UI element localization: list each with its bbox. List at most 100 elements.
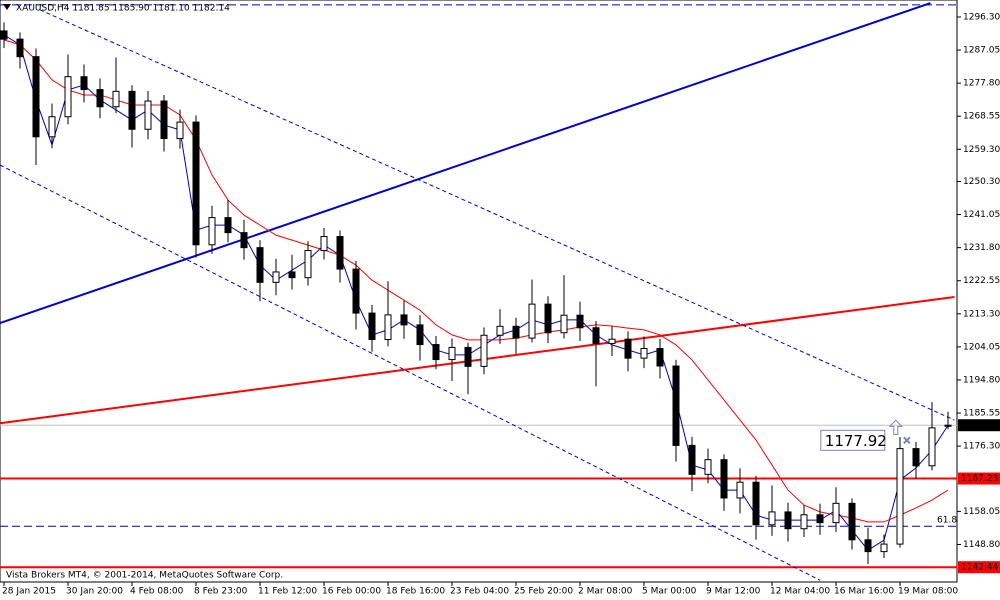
candle-body: [640, 347, 648, 359]
annotation-label: 1177.92: [825, 432, 887, 450]
candle-body: [624, 338, 632, 359]
candle-body: [848, 502, 856, 541]
candle-body: [368, 312, 376, 341]
x-tick-label: 5 Mar 00:00: [642, 587, 697, 597]
x-tick-label: 16 Feb 00:00: [322, 587, 381, 597]
annotation-arrow: [888, 419, 904, 435]
candle-body: [784, 511, 792, 530]
candle-body: [864, 539, 872, 553]
candle-body: [144, 100, 152, 130]
plot-area: 61.8 1177.92: [0, 2, 957, 581]
candle-body: [272, 271, 280, 283]
candle-body: [672, 365, 680, 446]
trendline: [0, 164, 821, 581]
x-tick-label: 23 Feb 04:00: [450, 587, 509, 597]
candle-body: [560, 314, 568, 334]
candle-body: [208, 217, 216, 246]
candle-body: [64, 76, 72, 118]
price-tag: [958, 419, 1000, 432]
x-tick-label: 2 Mar 08:00: [578, 587, 633, 597]
candle-body: [176, 121, 184, 140]
candle-body: [736, 481, 744, 499]
header-icon: [3, 4, 11, 10]
candle-body: [896, 448, 904, 545]
candle-body: [336, 236, 344, 270]
x-tick-label: 11 Feb 12:00: [258, 587, 317, 597]
candle-body: [32, 56, 40, 138]
candle-body: [592, 327, 600, 344]
candle-body: [816, 514, 824, 524]
candle-body: [912, 448, 920, 467]
candle-body: [448, 346, 456, 361]
x-tick-label: 4 Feb 08:00: [130, 587, 184, 597]
candle-body: [512, 325, 520, 339]
x-tick-label: 25 Feb 20:00: [514, 587, 573, 597]
candle-body: [432, 344, 440, 361]
candle-body: [928, 427, 936, 467]
candle-body: [688, 444, 696, 475]
y-tick-label: 1287.05: [963, 46, 1000, 56]
price-tag-label: 1142.44: [961, 563, 998, 573]
trendline: [39, 9, 955, 421]
candle-body: [704, 459, 712, 475]
x-tick-label: 9 Mar 12:00: [706, 587, 761, 597]
candle-body: [96, 89, 104, 108]
y-tick-label: 1176.30: [963, 442, 1000, 452]
candle-body: [16, 38, 24, 58]
candle-body: [400, 314, 408, 326]
candle-body: [288, 271, 296, 279]
level-label: 61.8: [937, 516, 957, 526]
y-tick-label: 1296.30: [963, 12, 1000, 22]
candle-body: [240, 232, 248, 249]
candle-body: [112, 90, 120, 108]
candle-body: [576, 314, 584, 329]
x-tick-label: 30 Jan 20:00: [66, 587, 123, 597]
candle-body: [944, 424, 952, 427]
candle-body: [768, 511, 776, 526]
x-tick-label: 12 Mar 04:00: [770, 587, 830, 597]
candle-body: [352, 268, 360, 314]
price-tag: [958, 472, 1000, 485]
candle-body: [800, 514, 808, 530]
candle-body: [128, 90, 136, 130]
y-tick-label: 1204.05: [963, 342, 1000, 352]
copyright: Vista Brokers MT4, © 2001-2014, MetaQuot…: [6, 571, 283, 581]
plot-frame: [0, 0, 958, 583]
candle-body: [720, 459, 728, 499]
candle-body: [464, 346, 472, 367]
annotation-cross: [903, 436, 911, 445]
candle-body: [256, 247, 264, 283]
y-tick-label: 1158.05: [963, 507, 1000, 517]
candle-body: [0, 30, 8, 40]
candle-body: [752, 481, 760, 526]
header: XAUUSD,H4 1181.85 1185.90 1181.10 1182.1…: [16, 4, 230, 14]
candle-body: [304, 250, 312, 279]
y-tick-label: 1241.05: [963, 210, 1000, 220]
y-tick-label: 1185.55: [963, 409, 1000, 419]
candle-body: [160, 100, 168, 140]
price-tag-label: 1167.23: [961, 474, 998, 484]
candle-body: [608, 338, 616, 344]
candle-body: [192, 121, 200, 246]
y-tick-label: 1222.55: [963, 276, 1000, 286]
y-tick-label: 1148.80: [963, 540, 1000, 550]
candle-body: [416, 324, 424, 346]
candle-body: [528, 303, 536, 339]
price-tag-label: 1182.14: [961, 421, 998, 431]
candle-body: [48, 116, 56, 138]
y-tick-label: 1268.55: [963, 112, 1000, 122]
price-tag: [958, 561, 1000, 574]
candle-body: [224, 217, 232, 234]
candle-body: [384, 314, 392, 341]
y-tick-label: 1213.30: [963, 309, 1000, 319]
y-tick-label: 1250.30: [963, 177, 1000, 187]
x-tick-label: 19 Mar 08:00: [898, 587, 958, 597]
candle-body: [80, 76, 88, 91]
trendline: [0, 295, 955, 425]
annotation-box: [820, 429, 886, 451]
y-tick-label: 1194.80: [963, 375, 1000, 385]
x-tick-label: 16 Mar 16:00: [834, 587, 894, 597]
candle-body: [880, 543, 888, 553]
candle-body: [832, 502, 840, 524]
